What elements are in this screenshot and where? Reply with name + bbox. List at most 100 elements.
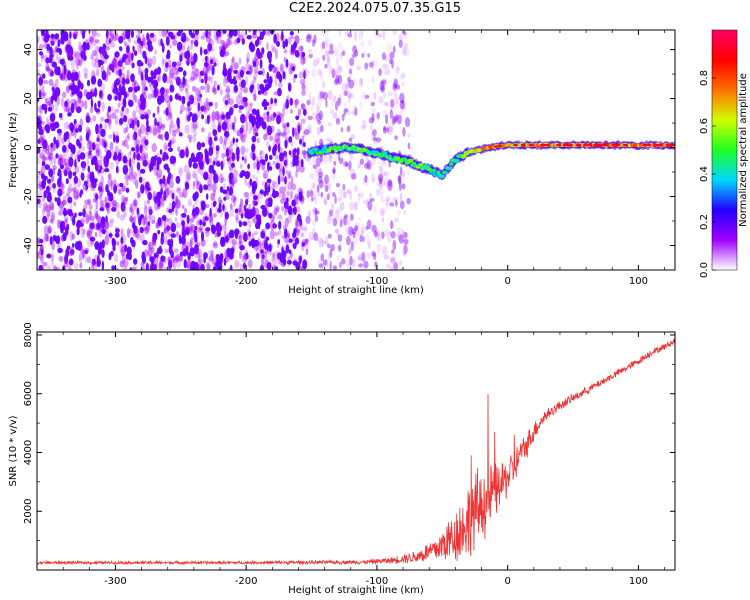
- noise-cell: [339, 94, 342, 101]
- noise-cell: [148, 206, 153, 215]
- noise-cell: [201, 200, 206, 211]
- noise-cell: [168, 180, 175, 189]
- noise-cell: [244, 75, 249, 86]
- noise-cell: [285, 170, 289, 175]
- noise-cell: [382, 91, 387, 99]
- noise-cell: [246, 35, 252, 40]
- noise-cell: [140, 184, 145, 194]
- noise-cell: [104, 122, 108, 131]
- noise-cell: [47, 225, 53, 234]
- noise-cell: [204, 118, 209, 125]
- noise-cell: [193, 95, 198, 106]
- noise-cell: [168, 111, 173, 120]
- noise-cell: [361, 92, 367, 101]
- noise-cell: [202, 215, 208, 224]
- noise-cell: [121, 243, 126, 253]
- noise-cell: [287, 82, 291, 87]
- noise-cell: [127, 151, 132, 160]
- noise-cell: [203, 171, 209, 181]
- noise-cell: [211, 121, 216, 132]
- noise-cell: [73, 201, 76, 207]
- noise-cell: [256, 36, 260, 46]
- snr-x-tick-label: -300: [104, 576, 127, 587]
- noise-cell: [287, 215, 292, 224]
- noise-cell: [162, 73, 168, 83]
- noise-cell: [95, 149, 100, 157]
- noise-cell: [242, 115, 248, 123]
- noise-cell: [82, 248, 85, 259]
- noise-cell: [79, 100, 85, 108]
- noise-cell: [204, 61, 210, 66]
- noise-cell: [259, 119, 263, 128]
- noise-cell: [206, 82, 211, 93]
- noise-cell: [384, 55, 388, 63]
- noise-cell: [83, 248, 90, 254]
- noise-cell: [171, 124, 177, 133]
- noise-cell: [160, 123, 166, 129]
- noise-cell: [94, 226, 101, 231]
- noise-cell: [203, 48, 208, 55]
- noise-cell: [158, 261, 164, 270]
- noise-cell: [401, 106, 407, 112]
- ridge-cell: [449, 162, 454, 166]
- noise-cell: [234, 259, 240, 269]
- noise-cell: [374, 229, 380, 240]
- noise-cell: [73, 71, 79, 82]
- noise-cell: [141, 155, 146, 162]
- noise-cell: [152, 112, 156, 118]
- noise-cell: [261, 160, 266, 166]
- noise-cell: [106, 149, 112, 160]
- noise-cell: [149, 256, 155, 263]
- noise-cell: [105, 215, 108, 223]
- noise-cell: [220, 39, 225, 46]
- noise-cell: [358, 256, 362, 262]
- noise-cell: [135, 139, 141, 147]
- noise-cell: [362, 199, 368, 205]
- noise-cell: [384, 170, 390, 177]
- noise-cell: [328, 209, 333, 217]
- noise-cell: [203, 184, 209, 191]
- noise-cell: [307, 210, 312, 217]
- noise-cell: [75, 128, 79, 133]
- noise-cell: [212, 200, 216, 208]
- noise-cell: [385, 78, 388, 84]
- noise-cell: [389, 202, 395, 207]
- noise-cell: [311, 112, 318, 121]
- noise-cell: [128, 172, 134, 182]
- noise-cell: [134, 94, 137, 103]
- noise-cell: [108, 233, 113, 238]
- noise-cell: [67, 156, 73, 165]
- noise-cell: [129, 228, 132, 235]
- noise-cell: [162, 175, 166, 185]
- noise-cell: [281, 176, 285, 183]
- noise-cell: [251, 144, 256, 151]
- noise-cell: [164, 30, 168, 38]
- noise-cell: [310, 182, 315, 190]
- noise-cell: [88, 224, 94, 234]
- noise-cell: [325, 258, 329, 268]
- noise-cell: [339, 261, 342, 269]
- noise-cell: [49, 46, 53, 56]
- noise-cell: [215, 227, 220, 234]
- noise-cell: [314, 215, 319, 222]
- noise-cell: [140, 42, 144, 49]
- noise-cell: [193, 211, 196, 220]
- noise-cell: [401, 250, 405, 255]
- noise-cell: [123, 196, 128, 206]
- noise-cell: [128, 52, 133, 63]
- noise-cell: [252, 32, 257, 39]
- noise-cell: [330, 108, 334, 115]
- noise-cell: [192, 183, 196, 190]
- noise-cell: [152, 124, 158, 131]
- noise-cell: [233, 169, 239, 178]
- noise-cell: [268, 145, 271, 152]
- noise-cell: [376, 112, 381, 120]
- ridge-cell: [395, 156, 401, 160]
- noise-cell: [140, 261, 145, 266]
- noise-cell: [324, 36, 330, 47]
- noise-cell: [357, 253, 363, 261]
- noise-cell: [77, 154, 81, 163]
- noise-cell: [392, 256, 396, 262]
- noise-cell: [37, 198, 41, 204]
